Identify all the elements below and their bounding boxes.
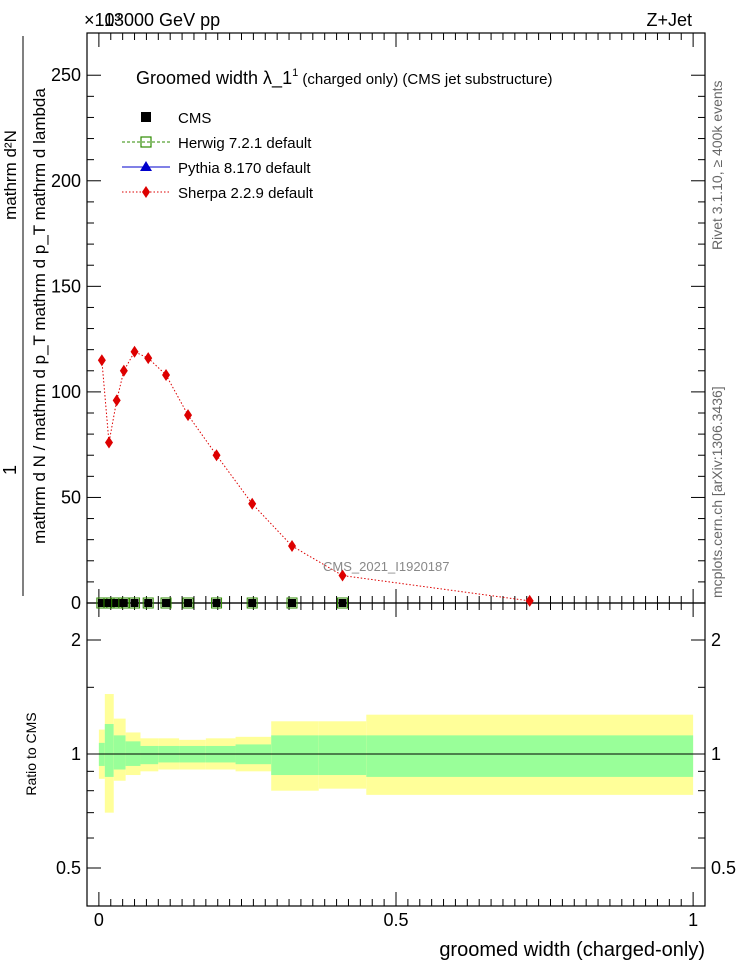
- header-exponent: ×10³: [84, 10, 121, 30]
- sherpa-point-1: [104, 436, 113, 449]
- header-energy: 13000 GeV pp: [104, 10, 220, 30]
- ratio-inner-band-9: [271, 735, 319, 776]
- plot-title-sup: 1: [292, 67, 298, 79]
- sherpa-point-12: [525, 594, 534, 607]
- main-ylabel-numerator: mathrm d²N: [1, 130, 20, 220]
- sherpa-line: [101, 351, 530, 602]
- herwig-point-6: [160, 597, 172, 609]
- cms-point-7: [184, 599, 193, 607]
- herwig-point-8: [211, 597, 223, 609]
- legend-marker-cms: [141, 112, 151, 122]
- herwig-point-10: [286, 597, 298, 609]
- ratio-inner-band-10: [318, 735, 367, 776]
- legend-marker-sherpa: [142, 186, 150, 198]
- cms-point-6: [162, 599, 171, 607]
- sherpa-point-4: [130, 345, 139, 358]
- herwig-point-9: [246, 597, 258, 609]
- x-axis-label: groomed width (charged-only): [439, 939, 705, 961]
- main-ytick-label-1: 50: [61, 487, 81, 507]
- sherpa-point-7: [184, 409, 193, 422]
- mcplots-label: mcplots.cern.ch [arXiv:1306.3436]: [709, 386, 725, 598]
- ratio-inner-band-4: [140, 745, 159, 765]
- legend: CMS Herwig 7.2.1 default Pythia 8.170 de…: [122, 110, 314, 202]
- ratio-inner-band-2: [113, 735, 126, 770]
- legend-label-cms: CMS: [178, 110, 211, 127]
- cms-point-4: [130, 599, 139, 607]
- cms-point-3: [119, 599, 128, 607]
- legend-label-sherpa: Sherpa 2.2.9 default: [178, 185, 314, 202]
- sherpa-point-6: [162, 369, 171, 381]
- ratio-bands: [98, 694, 694, 813]
- ratio-ytick-label-right-1: 1: [711, 744, 721, 764]
- xtick-label-0: 0: [94, 910, 104, 930]
- sherpa-point-2: [112, 394, 121, 407]
- ratio-ytick-label-left-1: 1: [71, 744, 81, 764]
- main-ytick-label-2: 100: [51, 382, 81, 402]
- ratio-inner-band-1: [104, 724, 114, 777]
- xtick-label-1: 0.5: [383, 910, 408, 930]
- cms-point-1: [104, 599, 113, 607]
- sherpa-point-0: [97, 354, 106, 367]
- sherpa-point-9: [248, 497, 257, 510]
- main-ylabel: 1 mathrm d N / mathrm d p_T mathrm d p_T…: [0, 36, 49, 596]
- legend-label-pythia: Pythia 8.170 default: [178, 160, 311, 177]
- cms-point-11: [338, 599, 347, 607]
- sherpa-point-11: [338, 569, 347, 582]
- legend-marker-herwig: [140, 136, 152, 148]
- ratio-ytick-label-right-0: 0.5: [711, 858, 736, 878]
- cms-point-9: [248, 599, 257, 607]
- sherpa-point-8: [212, 449, 221, 462]
- cms-point-10: [288, 599, 297, 607]
- header-process: Z+Jet: [646, 10, 692, 30]
- xtick-label-2: 1: [688, 910, 698, 930]
- x-ticks: 0 0.5 1: [94, 33, 698, 930]
- main-ytick-label-3: 150: [51, 276, 81, 296]
- ratio-ylabel: Ratio to CMS: [23, 712, 39, 795]
- main-ylabel-one: 1: [0, 465, 20, 475]
- plot-title-tail: (charged only) (CMS jet substructure): [298, 71, 552, 88]
- sherpa-point-10: [288, 540, 297, 552]
- ratio-ytick-label-right-2: 2: [711, 630, 721, 650]
- herwig-point-11: [337, 597, 349, 609]
- main-ytick-label-5: 250: [51, 65, 81, 85]
- plot-title-main: Groomed width λ_1: [136, 68, 292, 89]
- herwig-point-5: [142, 597, 154, 609]
- main-ytick-label-4: 200: [51, 171, 81, 191]
- ratio-ytick-label-left-2: 2: [71, 630, 81, 650]
- main-ytick-label-0: 0: [71, 593, 81, 613]
- legend-label-herwig: Herwig 7.2.1 default: [178, 135, 312, 152]
- ratio-inner-band-11: [366, 735, 694, 777]
- analysis-tag: CMS_2021_I1920187: [323, 559, 450, 574]
- herwig-point-3: [118, 597, 130, 609]
- ratio-ytick-label-left-0: 0.5: [56, 858, 81, 878]
- ratio-y-ticks: 0.5 0.5 1 1 2 2: [56, 630, 736, 878]
- legend-marker-pythia: [140, 161, 152, 171]
- herwig-point-4: [129, 597, 141, 609]
- sherpa-series: [97, 345, 534, 607]
- sherpa-point-5: [144, 352, 153, 365]
- cms-point-2: [112, 599, 121, 607]
- main-ylabel-denominator: mathrm d N / mathrm d p_T mathrm d p_T m…: [30, 88, 49, 544]
- cms-series: [96, 597, 349, 609]
- cms-point-8: [212, 599, 221, 607]
- sherpa-point-3: [119, 364, 128, 377]
- rivet-label: Rivet 3.1.10, ≥ 400k events: [709, 80, 725, 250]
- cms-point-0: [97, 599, 106, 607]
- cms-point-5: [144, 599, 153, 607]
- herwig-point-7: [182, 597, 194, 609]
- plot-title: Groomed width λ_11 (charged only) (CMS j…: [136, 67, 552, 89]
